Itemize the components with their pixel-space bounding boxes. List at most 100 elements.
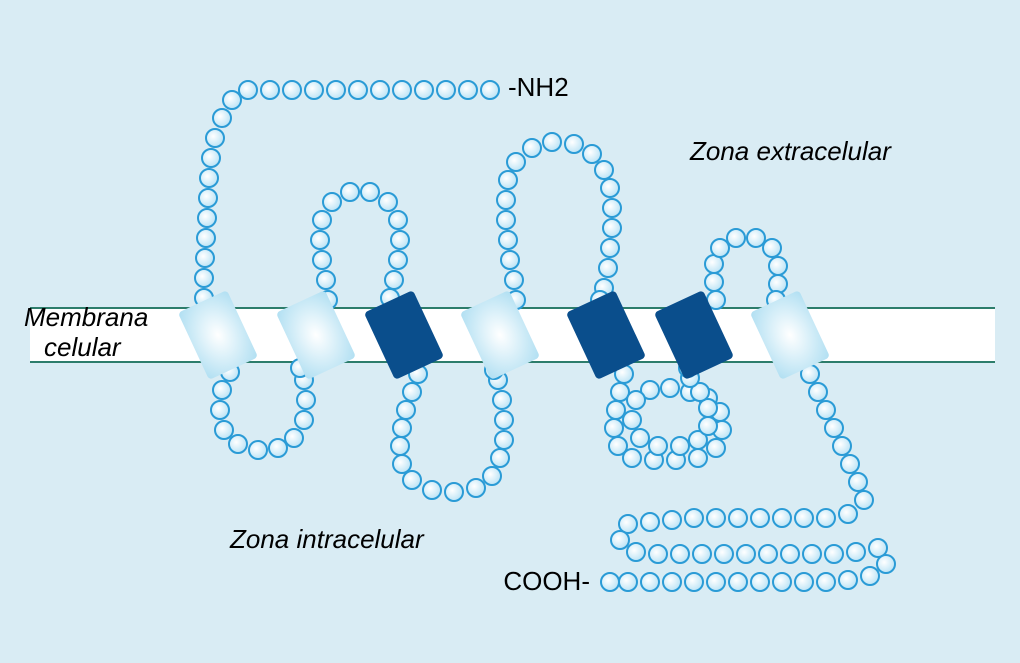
- amino-acid-bead: [481, 81, 499, 99]
- amino-acid-bead: [839, 571, 857, 589]
- amino-acid-bead: [311, 231, 329, 249]
- amino-acid-bead: [415, 81, 433, 99]
- label-zona_extra: Zona extracelular: [689, 136, 892, 166]
- amino-acid-bead: [389, 211, 407, 229]
- amino-acid-bead: [393, 81, 411, 99]
- amino-acid-bead: [595, 161, 613, 179]
- amino-acid-bead: [641, 513, 659, 531]
- amino-acid-bead: [825, 419, 843, 437]
- amino-acid-bead: [803, 545, 821, 563]
- amino-acid-bead: [495, 411, 513, 429]
- amino-acid-bead: [213, 381, 231, 399]
- amino-acid-bead: [619, 573, 637, 591]
- amino-acid-bead: [196, 249, 214, 267]
- amino-acid-bead: [751, 573, 769, 591]
- amino-acid-bead: [269, 439, 287, 457]
- tm-domain-3: [364, 290, 444, 380]
- chain-segment-extra-loop-2: [311, 183, 409, 309]
- amino-acid-bead: [491, 449, 509, 467]
- amino-acid-bead: [817, 509, 835, 527]
- amino-acid-bead: [861, 567, 879, 585]
- amino-acid-bead: [223, 91, 241, 109]
- amino-acid-bead: [507, 153, 525, 171]
- amino-acid-bead: [689, 449, 707, 467]
- amino-acid-bead: [841, 455, 859, 473]
- amino-acid-bead: [565, 135, 583, 153]
- amino-acid-bead: [649, 545, 667, 563]
- amino-acid-bead: [817, 401, 835, 419]
- amino-acid-bead: [239, 81, 257, 99]
- amino-acid-bead: [379, 193, 397, 211]
- amino-acid-bead: [371, 81, 389, 99]
- label-membrana_2: celular: [44, 332, 122, 362]
- amino-acid-bead: [197, 229, 215, 247]
- tm-domain-1: [178, 290, 258, 380]
- amino-acid-bead: [707, 509, 725, 527]
- amino-acid-bead: [833, 437, 851, 455]
- amino-acid-bead: [423, 481, 441, 499]
- amino-acid-bead: [323, 193, 341, 211]
- amino-acid-bead: [285, 429, 303, 447]
- amino-acid-bead: [361, 183, 379, 201]
- amino-acid-bead: [705, 273, 723, 291]
- amino-acid-bead: [649, 437, 667, 455]
- amino-acid-bead: [501, 251, 519, 269]
- amino-acid-bead: [601, 239, 619, 257]
- amino-acid-bead: [437, 81, 455, 99]
- amino-acid-bead: [493, 391, 511, 409]
- amino-acid-bead: [763, 239, 781, 257]
- amino-acid-bead: [403, 471, 421, 489]
- amino-acid-bead: [809, 383, 827, 401]
- amino-acid-bead: [699, 417, 717, 435]
- amino-acid-bead: [707, 439, 725, 457]
- amino-acid-bead: [663, 573, 681, 591]
- label-membrana_1: Membrana: [24, 302, 148, 332]
- amino-acid-bead: [693, 545, 711, 563]
- amino-acid-bead: [627, 391, 645, 409]
- amino-acid-bead: [729, 573, 747, 591]
- amino-acid-bead: [459, 81, 477, 99]
- amino-acid-bead: [759, 545, 777, 563]
- amino-acid-bead: [611, 531, 629, 549]
- amino-acid-bead: [641, 573, 659, 591]
- amino-acid-bead: [751, 509, 769, 527]
- chain-segment-intra-loop-1: [211, 359, 315, 459]
- tm-domain-4: [460, 290, 540, 380]
- amino-acid-bead: [877, 555, 895, 573]
- amino-acid-bead: [445, 483, 463, 501]
- amino-acid-bead: [393, 419, 411, 437]
- amino-acid-bead: [206, 129, 224, 147]
- amino-acid-bead: [795, 509, 813, 527]
- chain-segment-extra-loop-4: [497, 133, 621, 309]
- amino-acid-bead: [671, 545, 689, 563]
- amino-acid-bead: [825, 545, 843, 563]
- amino-acid-bead: [661, 379, 679, 397]
- amino-acid-bead: [523, 139, 541, 157]
- amino-acid-bead: [211, 401, 229, 419]
- amino-acid-bead: [403, 383, 421, 401]
- amino-acid-bead: [623, 411, 641, 429]
- tm-domain-5: [566, 290, 646, 380]
- amino-acid-bead: [483, 467, 501, 485]
- amino-acid-bead: [711, 239, 729, 257]
- tm-domain-7: [750, 290, 830, 380]
- amino-acid-bead: [202, 149, 220, 167]
- amino-acid-bead: [195, 269, 213, 287]
- label-cooh: COOH-: [503, 566, 590, 596]
- tm-domain-2: [276, 290, 356, 380]
- amino-acid-bead: [499, 231, 517, 249]
- amino-acid-bead: [198, 209, 216, 227]
- amino-acid-bead: [385, 271, 403, 289]
- amino-acid-bead: [261, 81, 279, 99]
- amino-acid-bead: [313, 211, 331, 229]
- amino-acid-bead: [393, 455, 411, 473]
- amino-acid-bead: [583, 145, 601, 163]
- amino-acid-bead: [599, 259, 617, 277]
- amino-acid-bead: [601, 179, 619, 197]
- amino-acid-bead: [773, 509, 791, 527]
- amino-acid-bead: [607, 401, 625, 419]
- amino-acid-bead: [389, 251, 407, 269]
- amino-acid-bead: [685, 573, 703, 591]
- amino-acid-bead: [391, 437, 409, 455]
- amino-acid-bead: [623, 449, 641, 467]
